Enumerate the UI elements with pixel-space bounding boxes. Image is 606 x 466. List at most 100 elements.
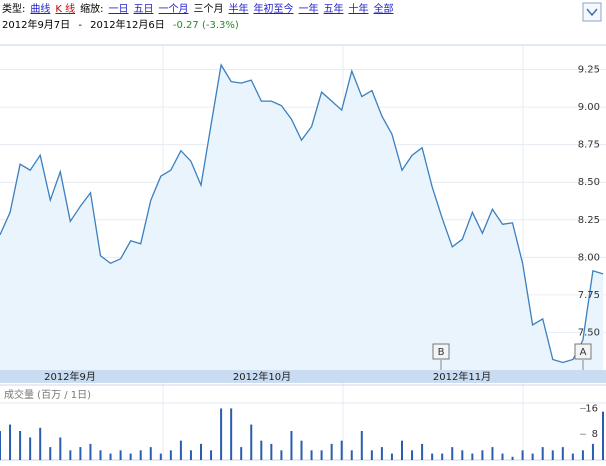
expand-arrow [586,8,598,17]
volume-bar [581,450,584,460]
volume-title: 成交量 (百万 / 1日) [4,388,91,401]
chart-type[interactable]: 曲线 [30,4,51,15]
volume-bar [169,450,172,460]
range-start: 2012年9月7日 [2,20,71,31]
zoom-option[interactable]: 半年 [228,4,249,15]
volume-bar [380,447,383,460]
toolbar: 类型: 曲线 K 线缩放: 一日 五日 一个月 三个月 半年 年初至今 一年 五年 十年 全部 [2,2,572,18]
volume-bar [561,447,564,460]
volume-bar [421,443,424,460]
volume-bar [491,447,494,460]
volume-bar [501,453,504,460]
volume-bar [370,450,373,460]
range-change: -0.27 (-3.3%) [172,20,239,31]
zoom-option[interactable]: 十年 [348,4,369,15]
volume-bar [431,453,434,460]
volume-bar [69,450,72,460]
volume-bar [119,450,122,460]
volume-bar [441,453,444,460]
volume-bar [340,440,343,460]
volume-bar [521,450,524,460]
volume-bar [511,456,514,460]
volume-bar [401,440,403,460]
volume-bar [99,450,102,460]
zoom-option[interactable]: 年初至今 [253,4,294,15]
volume-bar [200,443,202,460]
volume-bar [390,453,393,460]
volume-bar [179,440,182,460]
zoom-option[interactable]: 一日 [108,4,129,15]
volume-bar [149,447,152,460]
volume-bar [602,411,604,460]
zoom-label: 缩放: [80,4,104,15]
zoom-option[interactable]: 全部 [373,4,394,15]
volume-bar [280,450,283,460]
volume-bar [591,443,594,460]
volume-bar [330,443,333,460]
volume-bar [250,424,253,460]
marker-box[interactable] [574,343,592,360]
x-label: 2012年11月 [433,370,491,383]
volume-bar [230,408,233,460]
volume-bar [260,440,263,460]
marker-label: A [580,347,587,358]
type-label: 类型: [2,4,26,15]
volume-bar [451,447,454,460]
y-tick-label: 7.50 [578,327,600,338]
volume-bar [461,450,464,460]
zoom-option[interactable]: 一个月 [158,4,189,15]
chart-type[interactable]: K 线 [55,4,76,15]
zoom-option[interactable]: 五日 [133,4,154,15]
x-label: 2012年10月 [233,370,291,383]
volume-bar [571,453,574,460]
volume-bar [19,431,22,460]
x-axis-band [0,370,606,383]
zoom-option[interactable]: 一年 [298,4,319,15]
y-tick-label: 9.00 [578,102,600,113]
y-tick-label: 9.25 [578,65,600,76]
volume-bar [109,453,112,460]
volume-bar [360,431,363,460]
volume-bar [531,453,534,460]
area [0,65,603,370]
volume-bar [29,437,32,460]
y-tick-label: 8.00 [578,252,600,263]
volume-bar [320,450,323,460]
volume-bar [481,450,484,460]
volume-tick-label: 8 [592,429,598,440]
volume-bar [290,431,293,460]
volume-bar [49,447,52,460]
zoom-option[interactable]: 三个月 [193,4,224,15]
y-tick-label: 8.25 [578,215,600,226]
volume-bar [39,427,42,460]
volume-bar [350,450,353,460]
y-tick-label: 8.50 [578,177,600,188]
y-tick-label: 7.75 [578,290,600,301]
volume-bar [0,431,1,460]
expand-icon[interactable] [582,2,602,22]
volume-bar [129,453,132,460]
volume-bar [79,447,82,460]
volume-bar [139,450,142,460]
volume-bar [189,450,192,460]
range-end: 2012年12月6日 [90,20,165,31]
volume-tick-label: 16 [585,403,598,414]
range-sep: - [78,20,82,31]
volume-bar [240,447,243,460]
volume-bar [411,450,414,460]
volume-bar [541,447,544,460]
volume-bar [300,440,303,460]
volume-bar [9,424,12,460]
x-label: 2012年9月 [44,370,96,383]
volume-bar [551,450,554,460]
zoom-option[interactable]: 五年 [323,4,344,15]
price-line [0,63,604,364]
volume-bar [220,408,223,460]
volume-bar [89,443,92,460]
header: 类型: 曲线 K 线缩放: 一日 五日 一个月 三个月 半年 年初至今 一年 五年 十年 全部 2012… [2,2,572,34]
volume-bar [471,453,474,460]
y-tick-label: 8.75 [578,140,600,151]
marker-box[interactable] [432,343,450,360]
